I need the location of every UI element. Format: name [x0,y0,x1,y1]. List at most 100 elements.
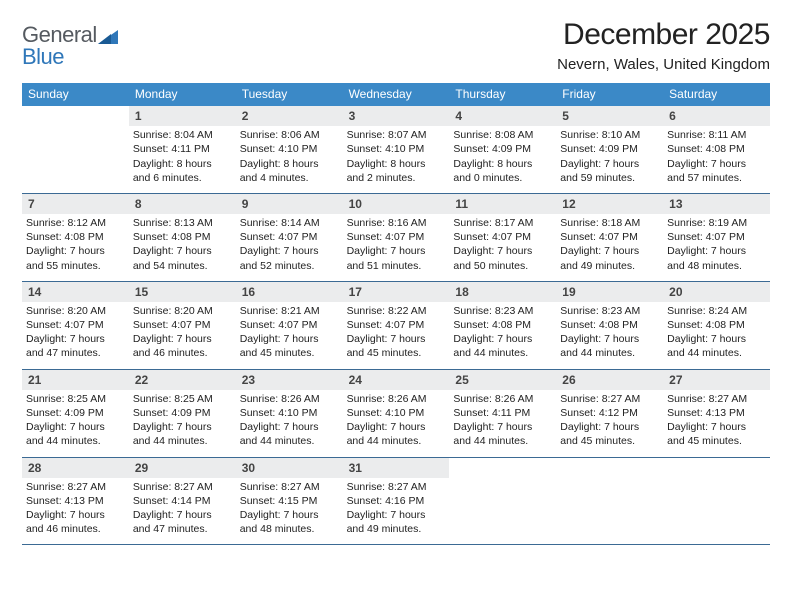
day-number: 10 [343,194,450,214]
sunrise-line: Sunrise: 8:07 AM [347,128,446,142]
day-number: 8 [129,194,236,214]
daylight-line: Daylight: 7 hours and 57 minutes. [667,157,766,185]
weekday-header: Thursday [449,83,556,106]
day-number: 2 [236,106,343,126]
day-number-empty [449,458,556,478]
daylight-line: Daylight: 7 hours and 49 minutes. [560,244,659,272]
sunset-line: Sunset: 4:07 PM [347,230,446,244]
day-cell-empty [449,458,556,545]
day-cell: 22Sunrise: 8:25 AMSunset: 4:09 PMDayligh… [129,370,236,457]
sunset-line: Sunset: 4:12 PM [560,406,659,420]
daylight-line: Daylight: 7 hours and 59 minutes. [560,157,659,185]
sunrise-line: Sunrise: 8:08 AM [453,128,552,142]
daylight-line: Daylight: 7 hours and 47 minutes. [133,508,232,536]
sunrise-line: Sunrise: 8:24 AM [667,304,766,318]
sunset-line: Sunset: 4:07 PM [240,318,339,332]
daylight-line: Daylight: 7 hours and 54 minutes. [133,244,232,272]
day-number: 11 [449,194,556,214]
week-row: 7Sunrise: 8:12 AMSunset: 4:08 PMDaylight… [22,194,770,282]
weeks-container: 1Sunrise: 8:04 AMSunset: 4:11 PMDaylight… [22,106,770,545]
weekday-header: Tuesday [236,83,343,106]
day-cell: 10Sunrise: 8:16 AMSunset: 4:07 PMDayligh… [343,194,450,281]
sunrise-line: Sunrise: 8:14 AM [240,216,339,230]
day-cell: 3Sunrise: 8:07 AMSunset: 4:10 PMDaylight… [343,106,450,193]
daylight-line: Daylight: 7 hours and 48 minutes. [667,244,766,272]
sunset-line: Sunset: 4:11 PM [133,142,232,156]
daylight-line: Daylight: 7 hours and 46 minutes. [133,332,232,360]
day-cell: 26Sunrise: 8:27 AMSunset: 4:12 PMDayligh… [556,370,663,457]
day-cell: 5Sunrise: 8:10 AMSunset: 4:09 PMDaylight… [556,106,663,193]
sunset-line: Sunset: 4:07 PM [560,230,659,244]
sunset-line: Sunset: 4:08 PM [133,230,232,244]
sunset-line: Sunset: 4:10 PM [240,406,339,420]
sunset-line: Sunset: 4:15 PM [240,494,339,508]
sunrise-line: Sunrise: 8:10 AM [560,128,659,142]
sunrise-line: Sunrise: 8:20 AM [133,304,232,318]
sunrise-line: Sunrise: 8:17 AM [453,216,552,230]
day-number: 18 [449,282,556,302]
weekday-header: Monday [129,83,236,106]
brand-text-1: General [22,24,97,46]
week-row: 21Sunrise: 8:25 AMSunset: 4:09 PMDayligh… [22,370,770,458]
day-cell: 18Sunrise: 8:23 AMSunset: 4:08 PMDayligh… [449,282,556,369]
sunset-line: Sunset: 4:14 PM [133,494,232,508]
daylight-line: Daylight: 7 hours and 45 minutes. [347,332,446,360]
sunset-line: Sunset: 4:10 PM [347,406,446,420]
day-cell: 2Sunrise: 8:06 AMSunset: 4:10 PMDaylight… [236,106,343,193]
sunset-line: Sunset: 4:13 PM [26,494,125,508]
day-cell: 24Sunrise: 8:26 AMSunset: 4:10 PMDayligh… [343,370,450,457]
day-cell: 7Sunrise: 8:12 AMSunset: 4:08 PMDaylight… [22,194,129,281]
location-subtitle: Nevern, Wales, United Kingdom [557,56,770,73]
day-number-empty [22,106,129,126]
sunrise-line: Sunrise: 8:23 AM [560,304,659,318]
day-number: 3 [343,106,450,126]
title-block: December 2025 Nevern, Wales, United King… [557,18,770,73]
day-number: 30 [236,458,343,478]
day-number: 17 [343,282,450,302]
sunrise-line: Sunrise: 8:27 AM [667,392,766,406]
sunrise-line: Sunrise: 8:27 AM [240,480,339,494]
sunrise-line: Sunrise: 8:19 AM [667,216,766,230]
day-cell: 23Sunrise: 8:26 AMSunset: 4:10 PMDayligh… [236,370,343,457]
day-cell: 9Sunrise: 8:14 AMSunset: 4:07 PMDaylight… [236,194,343,281]
sunrise-line: Sunrise: 8:21 AM [240,304,339,318]
sunset-line: Sunset: 4:10 PM [240,142,339,156]
daylight-line: Daylight: 7 hours and 49 minutes. [347,508,446,536]
brand-triangle-icon [98,30,118,48]
weekday-header: Friday [556,83,663,106]
day-cell: 27Sunrise: 8:27 AMSunset: 4:13 PMDayligh… [663,370,770,457]
sunset-line: Sunset: 4:08 PM [26,230,125,244]
day-cell: 11Sunrise: 8:17 AMSunset: 4:07 PMDayligh… [449,194,556,281]
day-cell-empty [22,106,129,193]
daylight-line: Daylight: 7 hours and 44 minutes. [560,332,659,360]
sunset-line: Sunset: 4:07 PM [453,230,552,244]
week-row: 14Sunrise: 8:20 AMSunset: 4:07 PMDayligh… [22,282,770,370]
daylight-line: Daylight: 7 hours and 45 minutes. [560,420,659,448]
day-cell: 16Sunrise: 8:21 AMSunset: 4:07 PMDayligh… [236,282,343,369]
daylight-line: Daylight: 7 hours and 51 minutes. [347,244,446,272]
day-cell: 30Sunrise: 8:27 AMSunset: 4:15 PMDayligh… [236,458,343,545]
daylight-line: Daylight: 7 hours and 47 minutes. [26,332,125,360]
day-number: 19 [556,282,663,302]
sunrise-line: Sunrise: 8:13 AM [133,216,232,230]
day-cell: 8 Sunrise: 8:13 AMSunset: 4:08 PMDaylight… [129,194,236,281]
daylight-line: Daylight: 7 hours and 44 minutes. [347,420,446,448]
day-cell-empty [556,458,663,545]
sunrise-line: Sunrise: 8:25 AM [26,392,125,406]
day-number-empty [663,458,770,478]
day-cell: 15Sunrise: 8:20 AMSunset: 4:07 PMDayligh… [129,282,236,369]
brand-row1: General [22,24,118,46]
day-cell: 21Sunrise: 8:25 AMSunset: 4:09 PMDayligh… [22,370,129,457]
sunrise-line: Sunrise: 8:27 AM [26,480,125,494]
daylight-line: Daylight: 7 hours and 44 minutes. [453,332,552,360]
brand-logo: GeneralBlue [22,18,118,68]
sunrise-line: Sunrise: 8:25 AM [133,392,232,406]
sunset-line: Sunset: 4:07 PM [240,230,339,244]
sunset-line: Sunset: 4:07 PM [133,318,232,332]
day-cell: 29Sunrise: 8:27 AMSunset: 4:14 PMDayligh… [129,458,236,545]
sunset-line: Sunset: 4:08 PM [560,318,659,332]
day-number: 5 [556,106,663,126]
weekday-header: Wednesday [343,83,450,106]
day-number: 31 [343,458,450,478]
brand-text-2: Blue [22,46,64,68]
